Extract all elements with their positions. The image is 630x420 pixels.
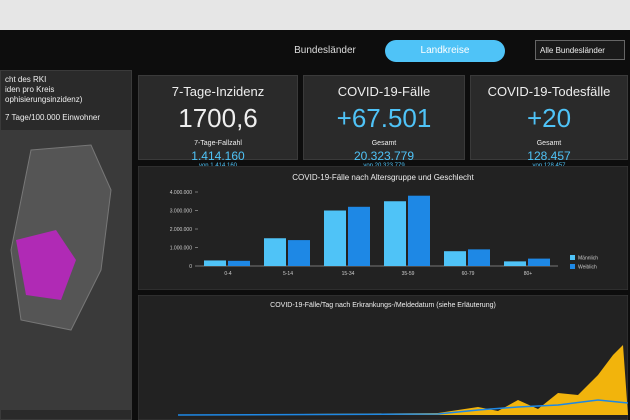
card-value: +67.501 (336, 103, 432, 133)
map (1, 130, 131, 410)
x-tick-label: 35-59 (402, 271, 415, 277)
legend-label: Weiblich (578, 265, 597, 271)
card-sub-label: 7-Tage-Fallzahl (194, 140, 242, 147)
y-tick-label: 3.000.000 (170, 209, 192, 215)
card-value: 1700,6 (178, 103, 258, 133)
bar (528, 258, 550, 266)
bar (228, 260, 250, 266)
bar (288, 240, 310, 266)
url-bar (0, 0, 630, 30)
bar (348, 206, 370, 266)
legend-swatch (570, 255, 575, 260)
tab[interactable]: Bundesländer (294, 45, 356, 56)
title-line: iden pro Kreis (5, 85, 55, 94)
daily-chart: COVID-19-Fälle/Tag nach Erkrankungs-/Mel… (138, 295, 628, 420)
y-tick-label: 4.000.000 (170, 190, 192, 196)
bar (324, 210, 346, 266)
card-value: +20 (526, 103, 572, 133)
chart-bg (138, 166, 628, 290)
map-title: cht des RKI iden pro Kreis ophisierungsi… (1, 71, 131, 105)
x-tick-label: 60-79 (462, 271, 475, 277)
title-line: ophisierungsinzidenz) (5, 95, 83, 104)
title-line: cht des RKI (5, 75, 47, 84)
x-tick-label: 0-4 (224, 271, 231, 277)
region-highlight (16, 230, 76, 300)
legend-label: Männlich (578, 256, 598, 262)
chart-title: COVID-19-Fälle/Tag nach Erkrankungs-/Mel… (270, 302, 496, 309)
card-sub-value: 128.457 (527, 149, 571, 163)
tab[interactable]: Landkreise (385, 40, 505, 62)
card-sub-value: 20.323.779 (353, 149, 415, 163)
x-tick-label: 80+ (524, 271, 533, 277)
map-panel: cht des RKI iden pro Kreis ophisierungsi… (0, 70, 132, 420)
chart-bg (138, 295, 628, 420)
bar (264, 238, 286, 266)
card-title: COVID-19-Fälle (337, 84, 431, 99)
card-title: COVID-19-Todesfälle (487, 84, 611, 99)
bar (384, 201, 406, 266)
x-tick-label: 5-14 (283, 271, 293, 277)
card: COVID-19-Todesfälle +20 Gesamt 128.457 v… (470, 75, 628, 169)
bar-chart: COVID-19-Fälle nach Altersgruppe und Ges… (138, 166, 628, 290)
card-sub-label: Gesamt (371, 140, 397, 147)
card: 7-Tage-Inzidenz 1700,6 7-Tage-Fallzahl 1… (138, 75, 298, 169)
chart-title: COVID-19-Fälle nach Altersgruppe und Ges… (292, 173, 474, 182)
card: COVID-19-Fälle +67.501 Gesamt 20.323.779… (303, 75, 465, 169)
x-tick-label: 15-34 (342, 271, 355, 277)
y-tick-label: 1.000.000 (170, 246, 192, 252)
bar (504, 261, 526, 266)
y-tick-label: 2.000.000 (170, 227, 192, 233)
line (177, 399, 628, 416)
card-sub-value: 1.414.160 (191, 149, 245, 163)
card-sub-label: Gesamt (536, 140, 562, 147)
y-tick-label: 0 (189, 264, 192, 270)
bar (468, 249, 490, 266)
area (178, 345, 628, 415)
bar (204, 260, 226, 266)
dropdown[interactable]: Alle Bundesländer (535, 40, 625, 60)
bar (408, 195, 430, 266)
card-title: 7-Tage-Inzidenz (171, 84, 265, 99)
bar (444, 251, 466, 266)
legend-swatch (570, 264, 575, 269)
map-subtitle: 7 Tage/100.000 Einwohner (5, 113, 101, 122)
